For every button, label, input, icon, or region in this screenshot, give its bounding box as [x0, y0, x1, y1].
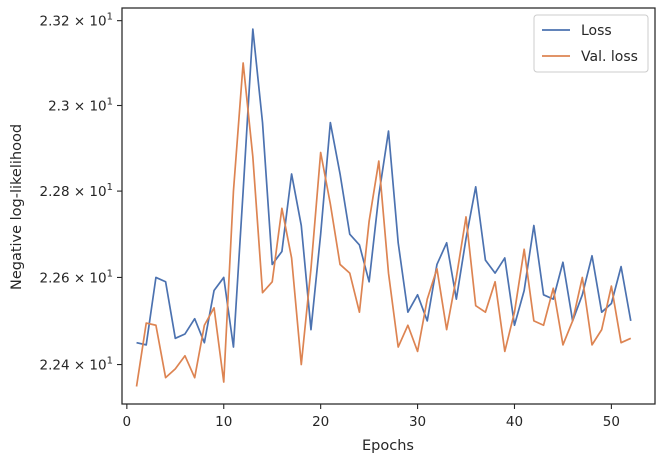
y-tick-label: 2.28 × 101	[39, 182, 113, 200]
x-tick-label: 30	[409, 414, 426, 430]
x-axis-label: Epochs	[362, 438, 414, 454]
y-tick-label: 2.26 × 101	[39, 268, 113, 286]
x-tick-label: 50	[603, 414, 620, 430]
x-tick-label: 10	[215, 414, 232, 430]
x-tick-label: 20	[312, 414, 329, 430]
y-tick-label: 2.24 × 101	[39, 356, 113, 374]
series-line-loss	[136, 28, 632, 348]
plot-frame	[121, 7, 656, 405]
y-axis-label: Negative log-likelihood	[9, 124, 25, 290]
y-tick-label: 2.32 × 101	[39, 12, 113, 30]
x-tick-label: 0	[123, 414, 132, 430]
y-axis-ticks: 2.24 × 101 2.26 × 101 2.28 × 101 2.3 × 101 2…	[39, 12, 122, 374]
x-axis-ticks: 0 10 20 30 40 50	[123, 404, 620, 430]
y-tick-label: 2.3 × 101	[48, 97, 113, 115]
legend-label-val-loss: Val. loss	[581, 49, 638, 65]
legend-label-loss: Loss	[581, 23, 612, 39]
series-layer	[135, 28, 632, 387]
legend: Loss Val. loss	[533, 14, 649, 73]
series-line-val-loss	[135, 62, 632, 387]
x-tick-label: 40	[506, 414, 523, 430]
